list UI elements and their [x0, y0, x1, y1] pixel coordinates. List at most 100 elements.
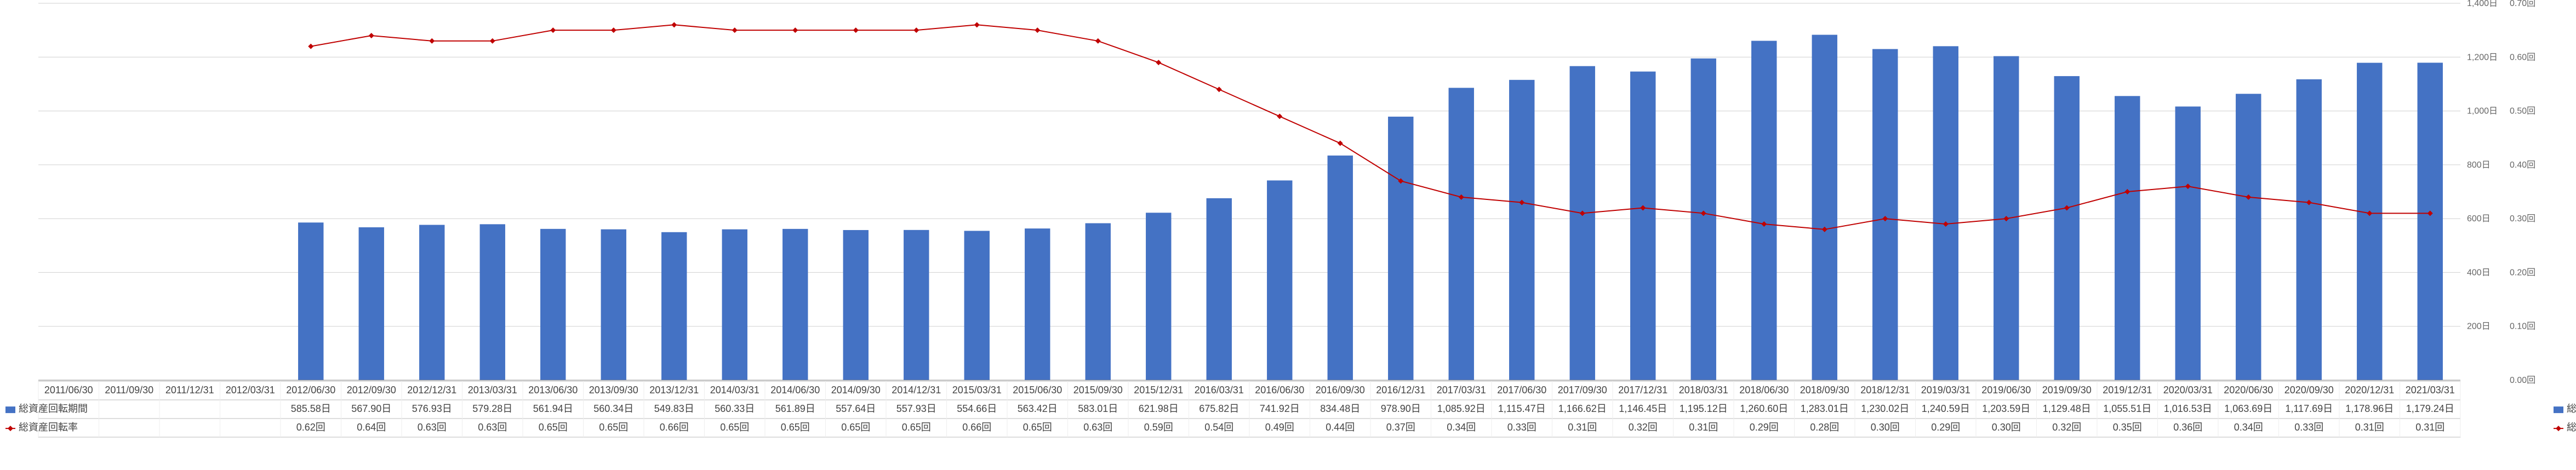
line-value: 0.44回: [1326, 422, 1355, 433]
legend-left-line: 総資産回転率: [19, 422, 78, 433]
line-marker: [550, 27, 556, 33]
line-value: 0.30回: [1871, 422, 1900, 433]
category-label: 2014/03/31: [710, 385, 759, 396]
line-marker: [1338, 141, 1343, 146]
line-value: 0.29回: [1750, 422, 1779, 433]
y-axis-right-tick: 0.30回: [2510, 214, 2535, 223]
bar-value: 579.28日: [472, 403, 512, 414]
bar-value: 1,179.24日: [2406, 403, 2454, 414]
bar-value: 1,115.47日: [1498, 403, 1546, 414]
line-value: 0.49回: [1265, 422, 1294, 433]
line-value: 0.63回: [478, 422, 507, 433]
line-value: 0.59回: [1144, 422, 1173, 433]
legend-right-bar-swatch: [2554, 406, 2563, 413]
line-marker: [1216, 87, 1222, 92]
line-value: 0.31回: [2415, 422, 2444, 433]
bar: [2175, 106, 2201, 380]
category-label: 2019/09/30: [2042, 385, 2092, 396]
category-label: 2016/12/31: [1376, 385, 1425, 396]
y-axis-right-tick: 0.70回: [2510, 0, 2535, 8]
category-label: 2018/09/30: [1800, 385, 1849, 396]
category-label: 2015/06/30: [1013, 385, 1062, 396]
category-label: 2019/06/30: [1981, 385, 2031, 396]
line-value: 0.31回: [1568, 422, 1597, 433]
bar-value: 1,203.59日: [1982, 403, 2030, 414]
bar-value: 557.64日: [836, 403, 876, 414]
line-value: 0.65回: [599, 422, 628, 433]
legend-left-bar: 総資産回転期間: [19, 403, 88, 414]
y-axis-left-tick: 1,400日: [2467, 0, 2498, 8]
bar: [601, 230, 626, 380]
category-label: 2018/06/30: [1739, 385, 1789, 396]
bar: [1025, 228, 1050, 380]
bar: [2357, 63, 2382, 380]
bar-value: 557.93日: [896, 403, 936, 414]
bar-value: 621.98日: [1139, 403, 1179, 414]
line-value: 0.32回: [2052, 422, 2081, 433]
line-value: 0.65回: [841, 422, 870, 433]
bar: [661, 232, 687, 380]
bar-value: 549.83日: [654, 403, 694, 414]
line-value: 0.34回: [2234, 422, 2263, 433]
line-value: 0.29回: [1931, 422, 1960, 433]
bar: [1509, 80, 1534, 380]
line-value: 0.65回: [781, 422, 810, 433]
bar: [904, 230, 929, 380]
y-axis-left-tick: 1,200日: [2467, 53, 2498, 62]
bar-value: 1,063.69日: [2224, 403, 2272, 414]
category-label: 2013/06/30: [528, 385, 578, 396]
bar-value: 583.01日: [1078, 403, 1118, 414]
line-value: 0.62回: [296, 422, 325, 433]
y-axis-right-tick: 0.50回: [2510, 107, 2535, 116]
line-marker: [1156, 60, 1161, 65]
line-value: 0.36回: [2173, 422, 2202, 433]
bar: [1328, 156, 1353, 380]
category-label: 2017/09/30: [1558, 385, 1607, 396]
category-label: 2019/12/31: [2103, 385, 2152, 396]
line-marker: [1277, 113, 1282, 119]
bar: [1872, 49, 1898, 380]
bar-value: 560.34日: [593, 403, 633, 414]
line-marker: [369, 33, 374, 38]
category-label: 2012/06/30: [286, 385, 335, 396]
bar: [419, 225, 444, 380]
line-marker: [792, 27, 798, 33]
y-axis-left-tick: 200日: [2467, 322, 2491, 331]
category-label: 2017/06/30: [1497, 385, 1546, 396]
bar: [1207, 198, 1232, 380]
bar-value: 675.82日: [1199, 403, 1239, 414]
line-value: 0.66回: [660, 422, 689, 433]
bar: [1449, 88, 1474, 380]
category-label: 2015/03/31: [952, 385, 1002, 396]
line-value: 0.37回: [1386, 422, 1415, 433]
y-axis-right-tick: 0.00回: [2510, 376, 2535, 385]
bar: [2297, 79, 2322, 380]
bar-value: 554.66日: [957, 403, 997, 414]
legend-left-bar-swatch: [5, 406, 15, 413]
line-value: 0.63回: [418, 422, 447, 433]
bar-value: 563.42日: [1018, 403, 1058, 414]
line-value: 0.64回: [357, 422, 386, 433]
category-label: 2015/12/31: [1134, 385, 1183, 396]
legend-right-bar: 総資産回転期間: [2567, 403, 2576, 414]
category-label: 2012/09/30: [347, 385, 396, 396]
y-axis-right-tick: 0.20回: [2510, 268, 2535, 277]
bar: [1933, 46, 1958, 380]
line-marker: [308, 44, 313, 49]
line-marker: [1095, 38, 1101, 44]
line-value: 0.65回: [1023, 422, 1052, 433]
category-label: 2016/09/30: [1316, 385, 1365, 396]
line-marker: [913, 27, 919, 33]
bar-value: 1,178.96日: [2345, 403, 2394, 414]
bar: [1812, 35, 1837, 380]
bar: [540, 229, 566, 380]
y-axis-right-tick: 0.40回: [2510, 161, 2535, 170]
category-label: 2017/12/31: [1618, 385, 1667, 396]
line-value: 0.34回: [1447, 422, 1476, 433]
bar-value: 1,117.69日: [2285, 403, 2333, 414]
bar-value: 576.93日: [412, 403, 452, 414]
bar: [1086, 223, 1111, 380]
bar: [298, 222, 323, 380]
line-value: 0.32回: [1629, 422, 1658, 433]
bar: [843, 230, 869, 380]
